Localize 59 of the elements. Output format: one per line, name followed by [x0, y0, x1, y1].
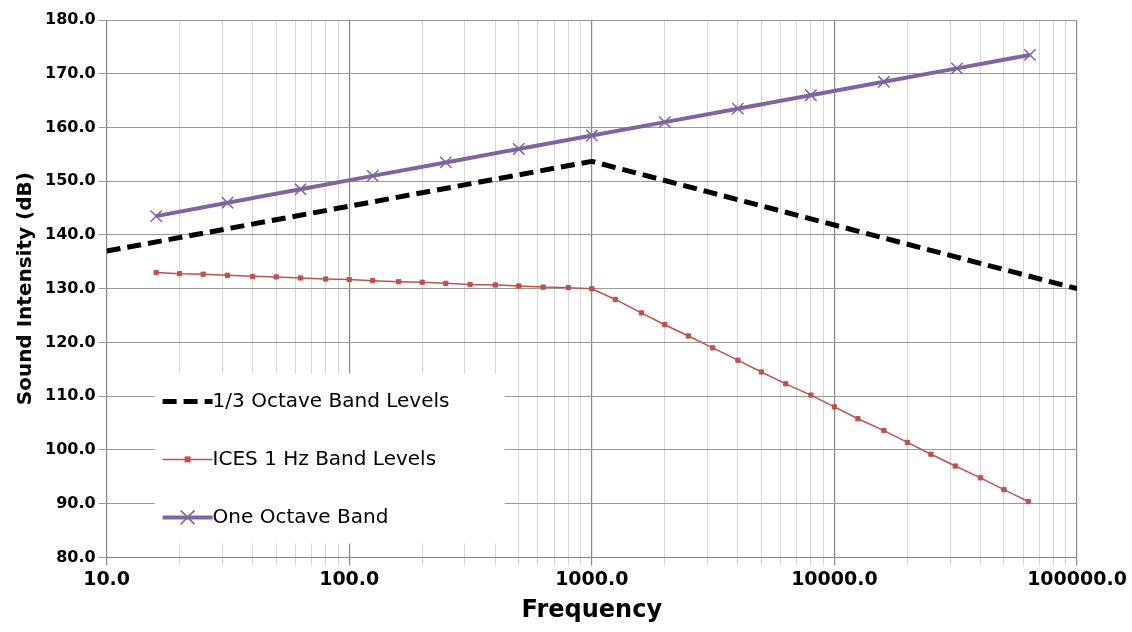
y-tick-label: 130.0: [45, 277, 96, 297]
point: [612, 296, 618, 303]
y-tick-label: 90.0: [56, 492, 96, 512]
point: [952, 463, 958, 469]
point: [904, 439, 911, 446]
y-tick-label: 180.0: [45, 9, 96, 29]
point: [685, 333, 691, 339]
point: [370, 278, 376, 284]
x-tick-label: 100000.0: [1027, 566, 1127, 589]
point: [540, 284, 546, 290]
point: [1001, 487, 1007, 493]
point: [516, 283, 522, 289]
point: [977, 475, 984, 481]
legend-label: 1/3 Octave Band Levels: [212, 387, 450, 412]
x-axis-title: Frequency: [521, 594, 663, 623]
point: [565, 285, 571, 291]
point: [273, 274, 279, 280]
point: [177, 271, 183, 277]
point: [662, 322, 668, 328]
point: [443, 280, 449, 286]
point: [881, 427, 887, 434]
point: [1025, 498, 1031, 505]
point: [492, 282, 498, 288]
x-tick-label: 1000.0: [555, 566, 629, 589]
point: [346, 276, 352, 283]
point: [224, 272, 231, 278]
point: [831, 404, 838, 410]
y-axis-title: Sound Intensity (dB): [12, 172, 37, 406]
point: [758, 369, 764, 375]
point: [589, 286, 595, 292]
point: [396, 279, 402, 285]
point: [808, 392, 814, 398]
y-tick-label: 80.0: [56, 546, 96, 566]
x-tick-label: 10000.0: [791, 566, 878, 589]
point: [710, 345, 716, 351]
y-tick-label: 120.0: [45, 331, 96, 351]
x-tick-label: 100.0: [319, 566, 380, 589]
y-tick-label: 140.0: [45, 224, 96, 244]
point: [638, 310, 644, 316]
point: [297, 275, 304, 281]
point: [467, 281, 473, 288]
y-tick-label: 170.0: [45, 62, 96, 82]
point: [855, 416, 861, 422]
point: [250, 273, 256, 279]
legend-label: ICES 1 Hz Band Levels: [212, 445, 437, 470]
y-tick-label: 110.0: [45, 385, 96, 405]
point: [153, 269, 159, 276]
point: [323, 276, 329, 282]
point: [928, 451, 934, 457]
y-tick-label: 150.0: [45, 170, 96, 190]
point: [419, 279, 425, 285]
y-tick-label: 160.0: [45, 116, 96, 136]
legend-label: One Octave Band: [212, 503, 389, 528]
x-tick-label: 10.0: [83, 566, 131, 589]
point: [200, 271, 206, 277]
point: [149, 209, 163, 223]
y-tick-label: 100.0: [45, 439, 96, 459]
point: [735, 357, 741, 363]
point: [783, 381, 789, 387]
